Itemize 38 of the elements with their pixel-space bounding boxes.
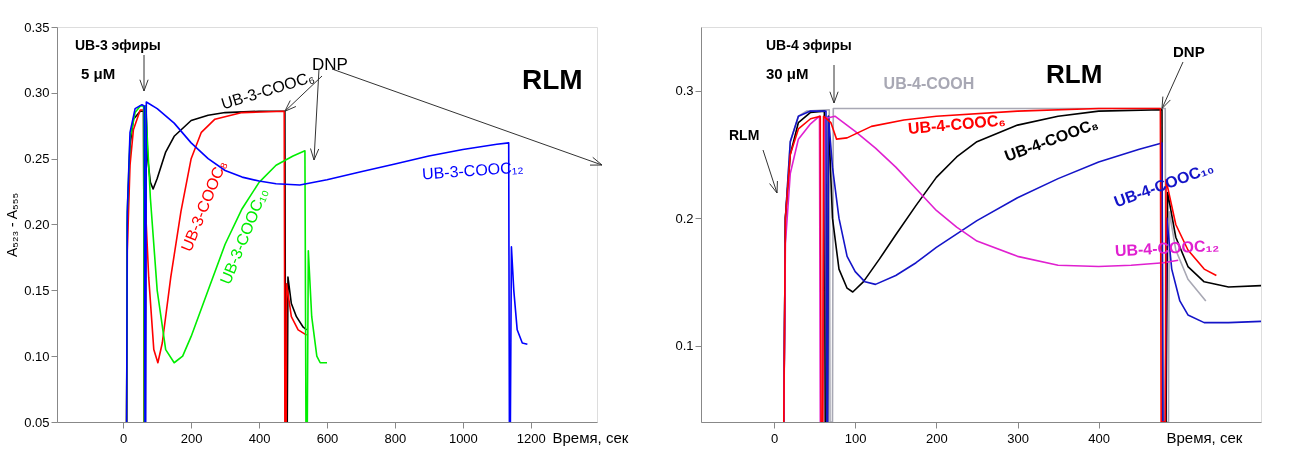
x-tick-label: 300 bbox=[1007, 430, 1029, 446]
x-tick-label: 1200 bbox=[516, 430, 546, 446]
x-tick-label: 100 bbox=[844, 430, 867, 446]
y-axis-title: A₅₂₃ - A₅₅₅ bbox=[4, 192, 21, 258]
x-tick-label: 600 bbox=[316, 430, 339, 446]
annotation: DNP bbox=[1173, 43, 1205, 60]
annotation: RLM bbox=[729, 127, 760, 143]
y-tick-label: 0.25 bbox=[24, 151, 50, 167]
x-tick-label: 1000 bbox=[448, 430, 478, 446]
annotation: RLM bbox=[1046, 59, 1103, 89]
x-tick-label: 800 bbox=[384, 430, 407, 446]
y-tick-label: 0.2 bbox=[675, 210, 694, 226]
y-tick-label: 0.30 bbox=[24, 85, 50, 101]
annotation: RLM bbox=[522, 64, 583, 95]
y-tick-label: 0.3 bbox=[675, 83, 694, 99]
annotation: 5 μM bbox=[81, 65, 116, 82]
x-tick-label: 0 bbox=[770, 430, 779, 446]
annotation: DNP bbox=[312, 55, 348, 74]
x-tick-label: 0 bbox=[120, 430, 128, 446]
annotation: UB-3 эфиры bbox=[75, 37, 161, 53]
series-label: UB-4-COOC₆ bbox=[907, 111, 1007, 137]
x-tick-label: 200 bbox=[180, 430, 203, 446]
y-tick-label: 0.10 bbox=[24, 348, 50, 364]
x-axis-title: Время, сек bbox=[552, 428, 629, 446]
y-tick-label: 0.35 bbox=[24, 19, 50, 35]
series-label: UB-3-COOC₁₂ bbox=[421, 158, 524, 183]
annotation: 30 μM bbox=[766, 65, 809, 82]
series-label: UB-4-COOH bbox=[883, 75, 975, 93]
x-tick-label: 200 bbox=[926, 430, 948, 446]
y-tick-label: 0.05 bbox=[24, 414, 50, 430]
x-axis-title: Время, сек bbox=[1166, 428, 1243, 446]
series-label: UB-4-COOC₁₂ bbox=[1114, 236, 1220, 260]
x-tick-label: 400 bbox=[1088, 430, 1111, 446]
y-tick-label: 0.20 bbox=[24, 217, 50, 232]
x-tick-label: 400 bbox=[248, 430, 271, 446]
annotation: UB-4 эфиры bbox=[766, 37, 852, 53]
y-tick-label: 0.1 bbox=[675, 338, 694, 354]
y-tick-label: 0.15 bbox=[24, 282, 50, 298]
